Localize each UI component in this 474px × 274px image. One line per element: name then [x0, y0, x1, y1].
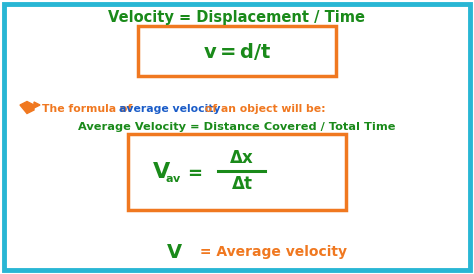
Text: Velocity = Displacement / Time: Velocity = Displacement / Time: [109, 10, 365, 25]
Text: $\mathbf{V}$: $\mathbf{V}$: [153, 162, 172, 182]
Polygon shape: [34, 102, 40, 108]
Text: Average Velocity = Distance Covered / Total Time: Average Velocity = Distance Covered / To…: [78, 122, 396, 132]
Text: average velocity: average velocity: [119, 104, 220, 114]
Polygon shape: [20, 101, 34, 113]
Text: $\mathbf{=}$: $\mathbf{=}$: [184, 163, 202, 181]
Text: = Average velocity: = Average velocity: [195, 245, 347, 259]
Text: $\mathbf{V}$: $\mathbf{V}$: [166, 242, 183, 261]
Text: $\mathbf{\Delta t}$: $\mathbf{\Delta t}$: [231, 175, 253, 193]
Text: of an object will be:: of an object will be:: [201, 104, 326, 114]
Text: The formula of: The formula of: [42, 104, 136, 114]
Text: $\mathbf{\Delta x}$: $\mathbf{\Delta x}$: [229, 149, 255, 167]
Text: $\mathbf{av}$: $\mathbf{av}$: [164, 174, 181, 184]
Text: $\mathbf{v = d/t}$: $\mathbf{v = d/t}$: [203, 41, 271, 61]
